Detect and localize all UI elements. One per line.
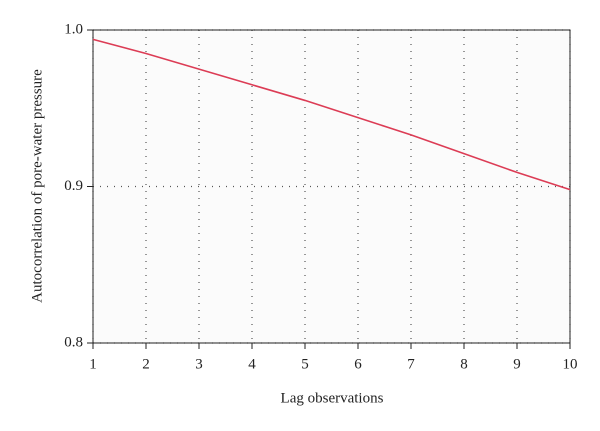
y-tick-label: 0.8 <box>64 334 83 350</box>
y-axis-label: Autocorrelation of pore-water pressure <box>29 69 45 303</box>
x-tick-label: 5 <box>301 356 309 372</box>
plot-frame <box>92 29 571 344</box>
x-tick-label: 1 <box>89 356 97 372</box>
x-tick-label: 6 <box>354 356 362 372</box>
x-tick-label: 10 <box>563 356 578 372</box>
x-tick-label: 4 <box>248 356 256 372</box>
y-tick-label: 0.9 <box>64 178 83 194</box>
data-line <box>92 38 571 191</box>
x-tick-label: 9 <box>513 356 521 372</box>
y-tick-label: 1.0 <box>64 21 83 37</box>
x-tick-label: 3 <box>195 356 203 372</box>
x-tick-label: 8 <box>460 356 468 372</box>
x-axis-label: Lag observations <box>281 390 384 406</box>
x-tick-label: 2 <box>142 356 150 372</box>
x-tick-label: 7 <box>407 356 415 372</box>
